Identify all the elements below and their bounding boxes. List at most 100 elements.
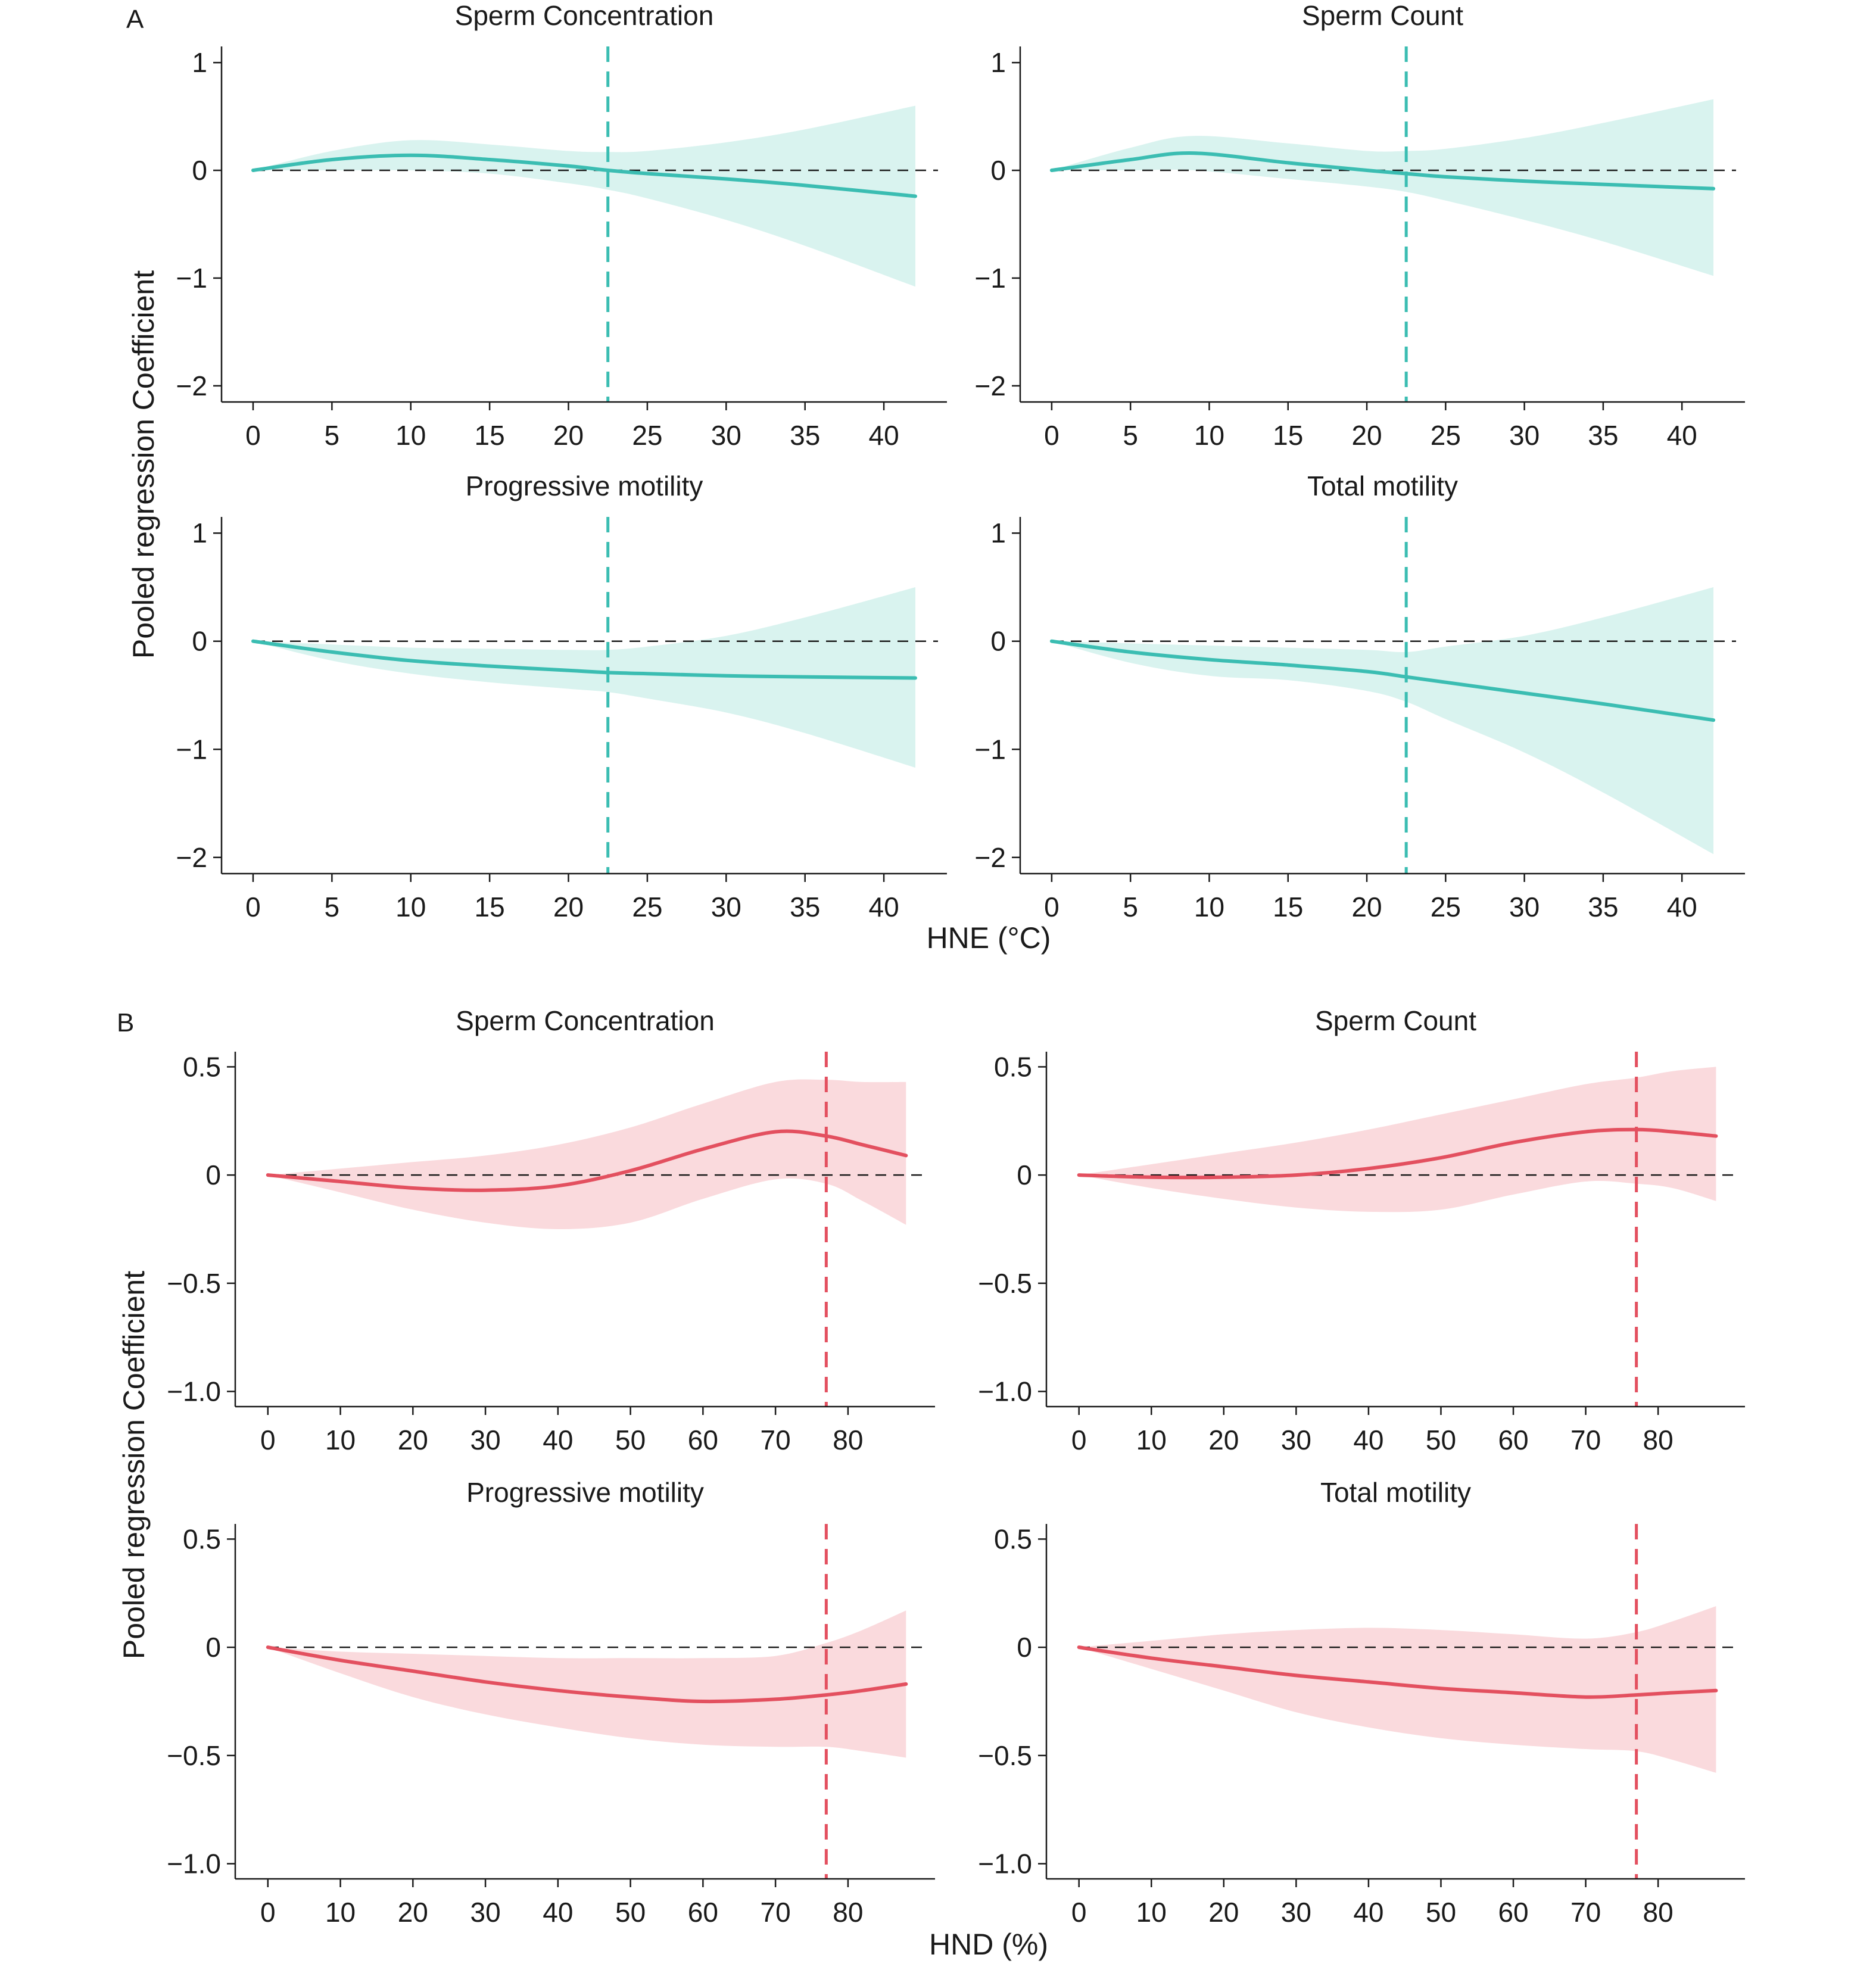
y-tick-label: 0: [192, 626, 207, 657]
x-tick-label: 5: [325, 420, 340, 451]
x-tick-label: 5: [325, 891, 340, 922]
y-tick-label: −2: [176, 370, 207, 401]
panel-a-tag: A: [126, 5, 144, 34]
x-tick-label: 0: [245, 420, 261, 451]
x-tick-label: 60: [688, 1897, 718, 1928]
x-tick-label: 10: [1194, 420, 1224, 451]
x-tick-label: 20: [553, 891, 584, 922]
confidence-band: [253, 105, 915, 287]
y-tick-label: −1: [975, 734, 1006, 765]
panel-b-tag: B: [117, 1008, 134, 1037]
x-tick-label: 30: [711, 420, 741, 451]
x-tick-label: 25: [1431, 891, 1461, 922]
x-tick-label: 10: [1136, 1897, 1167, 1928]
y-tick-label: 0: [205, 1159, 221, 1190]
y-tick-label: 1: [990, 47, 1006, 78]
x-tick-label: 10: [395, 420, 426, 451]
x-tick-label: 20: [1351, 891, 1382, 922]
y-tick-label: 0: [1017, 1159, 1032, 1190]
y-tick-label: −1: [176, 734, 207, 765]
confidence-band: [1051, 99, 1714, 276]
y-tick-label: 0.5: [183, 1051, 221, 1082]
chart-6: 0.5 0 −0.5 −1.0 0 10 20 30 40 50 60 70 80 Sperm Count: [978, 1005, 1745, 1455]
confidence-band: [1079, 1606, 1716, 1773]
estimate-line: [1077, 1645, 1718, 1699]
x-tick-label: 15: [475, 891, 505, 922]
x-tick-label: 30: [1281, 1897, 1311, 1928]
x-tick-label: 35: [1588, 891, 1618, 922]
y-tick-label: −0.5: [167, 1268, 221, 1299]
confidence-band: [267, 1610, 906, 1758]
x-tick-label: 20: [398, 1897, 428, 1928]
subplot-title: Sperm Concentration: [455, 0, 714, 31]
x-tick-label: 30: [1509, 420, 1540, 451]
x-tick-label: 10: [395, 891, 426, 922]
x-tick-label: 35: [1588, 420, 1618, 451]
x-tick-label: 40: [1353, 1897, 1383, 1928]
x-tick-label: 0: [245, 891, 261, 922]
estimate-line: [251, 153, 917, 198]
y-tick-label: 0: [990, 626, 1006, 657]
subplot-title: Total motility: [1307, 470, 1458, 501]
x-tick-label: 0: [1071, 1897, 1087, 1928]
y-tick-label: 1: [192, 47, 207, 78]
y-axis-label-a: Pooled regression Coefficient: [127, 270, 160, 659]
chart-8: 0.5 0 −0.5 −1.0 0 10 20 30 40 50 60 70 80 Total motil…: [978, 1477, 1745, 1928]
y-tick-label: −1: [975, 263, 1006, 294]
x-tick-label: 30: [1509, 891, 1540, 922]
x-tick-label: 60: [688, 1424, 718, 1455]
subplot-title: Total motility: [1320, 1477, 1471, 1508]
x-tick-label: 5: [1123, 891, 1138, 922]
x-tick-label: 80: [1643, 1897, 1674, 1928]
y-tick-label: −1.0: [978, 1376, 1032, 1407]
subplot-title: Progressive motility: [466, 470, 703, 501]
x-tick-label: 10: [1136, 1424, 1167, 1455]
x-tick-label: 25: [1431, 420, 1461, 451]
estimate-line: [1049, 151, 1716, 191]
y-tick-label: 1: [990, 518, 1006, 548]
subplot-title: Progressive motility: [466, 1477, 704, 1508]
x-tick-label: 25: [632, 891, 662, 922]
y-tick-label: 0: [990, 155, 1006, 186]
x-tick-label: 10: [325, 1424, 356, 1455]
y-tick-label: −0.5: [978, 1740, 1032, 1771]
confidence-band: [253, 587, 915, 768]
x-tick-label: 5: [1123, 420, 1138, 451]
y-tick-label: 0.5: [994, 1051, 1032, 1082]
chart-5: 0.5 0 −0.5 −1.0 0 10 20 30 40 50 60 70 80 Sperm Conce…: [167, 1005, 935, 1455]
x-tick-label: 80: [833, 1897, 863, 1928]
x-tick-label: 0: [260, 1897, 276, 1928]
x-tick-label: 40: [543, 1424, 573, 1455]
confidence-band: [267, 1079, 906, 1229]
estimate-line: [1077, 1127, 1718, 1180]
y-tick-label: −2: [176, 842, 207, 873]
x-tick-label: 70: [761, 1897, 791, 1928]
x-tick-label: 30: [470, 1897, 500, 1928]
y-tick-label: −0.5: [978, 1268, 1032, 1299]
x-tick-label: 50: [615, 1424, 646, 1455]
x-tick-label: 60: [1498, 1424, 1528, 1455]
x-tick-label: 35: [790, 891, 820, 922]
subplot-title: Sperm Concentration: [456, 1005, 715, 1036]
x-tick-label: 40: [1353, 1424, 1383, 1455]
confidence-band: [1051, 587, 1714, 855]
x-tick-label: 40: [543, 1897, 573, 1928]
y-tick-label: −1: [176, 263, 207, 294]
y-tick-label: 0.5: [183, 1523, 221, 1554]
x-tick-label: 40: [869, 420, 899, 451]
x-tick-label: 20: [398, 1424, 428, 1455]
x-axis-label-b: HND (%): [929, 1928, 1048, 1961]
x-tick-label: 0: [260, 1424, 276, 1455]
estimate-line: [266, 1129, 908, 1192]
x-tick-label: 0: [1044, 420, 1059, 451]
y-tick-label: −0.5: [167, 1740, 221, 1771]
x-tick-label: 35: [790, 420, 820, 451]
y-tick-label: 0: [1017, 1632, 1032, 1663]
x-axis-label-a: HNE (°C): [927, 921, 1051, 955]
y-tick-label: 1: [192, 518, 207, 548]
confidence-band: [1079, 1067, 1716, 1212]
estimate-line: [1049, 639, 1716, 722]
